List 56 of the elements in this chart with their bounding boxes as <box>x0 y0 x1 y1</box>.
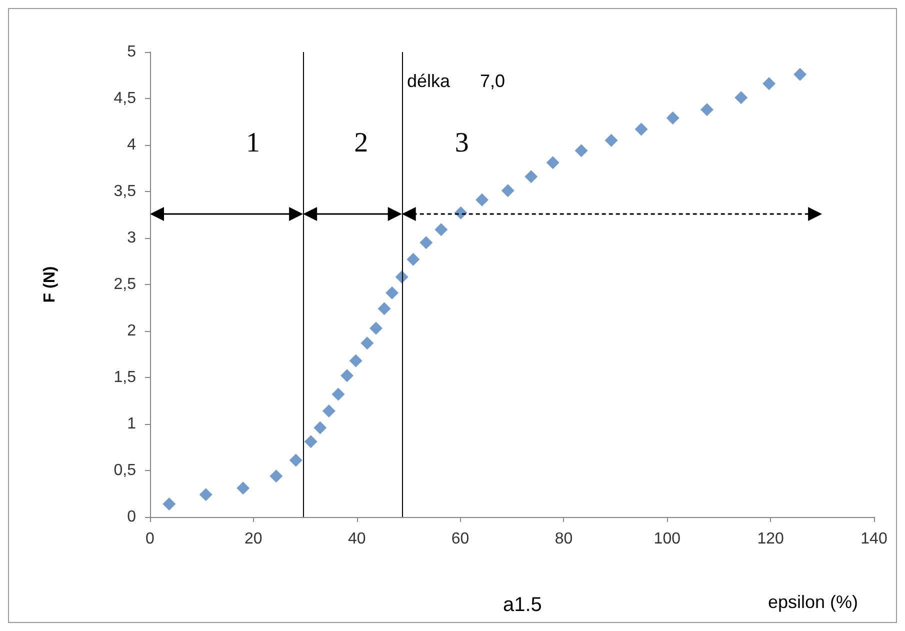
point <box>700 103 714 116</box>
point <box>604 134 618 147</box>
point <box>476 193 489 206</box>
point <box>546 156 560 170</box>
point <box>378 302 391 316</box>
point <box>314 421 327 434</box>
point <box>270 470 283 483</box>
point <box>762 77 776 90</box>
x-tick-label: 40 <box>348 530 366 548</box>
y-tick-label: 2 <box>127 322 136 340</box>
annotation: délka 7,0 <box>407 71 506 91</box>
point <box>634 122 648 136</box>
point <box>199 488 212 502</box>
y-tick-label: 1,5 <box>114 369 136 386</box>
point <box>369 322 382 335</box>
point <box>349 354 362 368</box>
point <box>406 252 420 266</box>
point <box>501 184 514 198</box>
point <box>289 454 302 467</box>
point <box>794 68 807 81</box>
point <box>666 112 680 125</box>
x-tick-label: 140 <box>860 530 888 548</box>
point <box>524 170 538 184</box>
x-tick-label: 60 <box>451 530 470 548</box>
x-tick-label: 20 <box>244 530 262 548</box>
point <box>386 286 399 300</box>
point <box>304 435 318 448</box>
y-tick-label: 2,5 <box>114 276 136 293</box>
point <box>322 404 336 418</box>
x-tick-label: 80 <box>554 530 573 548</box>
y-axis-title: F (N) <box>42 266 58 303</box>
point <box>574 144 588 158</box>
point <box>734 91 748 104</box>
text: a1.5 <box>503 594 542 616</box>
point <box>332 388 345 401</box>
point <box>236 482 250 495</box>
x-tick-label: 120 <box>757 530 784 548</box>
point <box>434 223 448 236</box>
y-tick-label: 5 <box>127 44 136 60</box>
point <box>340 369 354 382</box>
y-tick-label: 0 <box>127 508 136 526</box>
y-tick-label: 3 <box>127 230 136 246</box>
y-tick-label: 3,5 <box>114 183 136 200</box>
x-tick-label: 0 <box>146 530 155 548</box>
annotation: 1 <box>246 128 260 158</box>
point <box>162 497 176 510</box>
annotation: 3 <box>454 128 469 158</box>
y-tick-label: 1 <box>127 416 136 432</box>
y-tick-label: 0,5 <box>114 462 136 479</box>
y-tick-label: 4,5 <box>114 90 136 107</box>
point <box>420 236 433 250</box>
point <box>360 336 374 350</box>
x-tick-label: 100 <box>654 530 681 548</box>
x-axis-title: epsilon (%) <box>768 592 858 612</box>
annotation: 2 <box>354 128 368 158</box>
y-tick-label: 4 <box>127 136 136 154</box>
